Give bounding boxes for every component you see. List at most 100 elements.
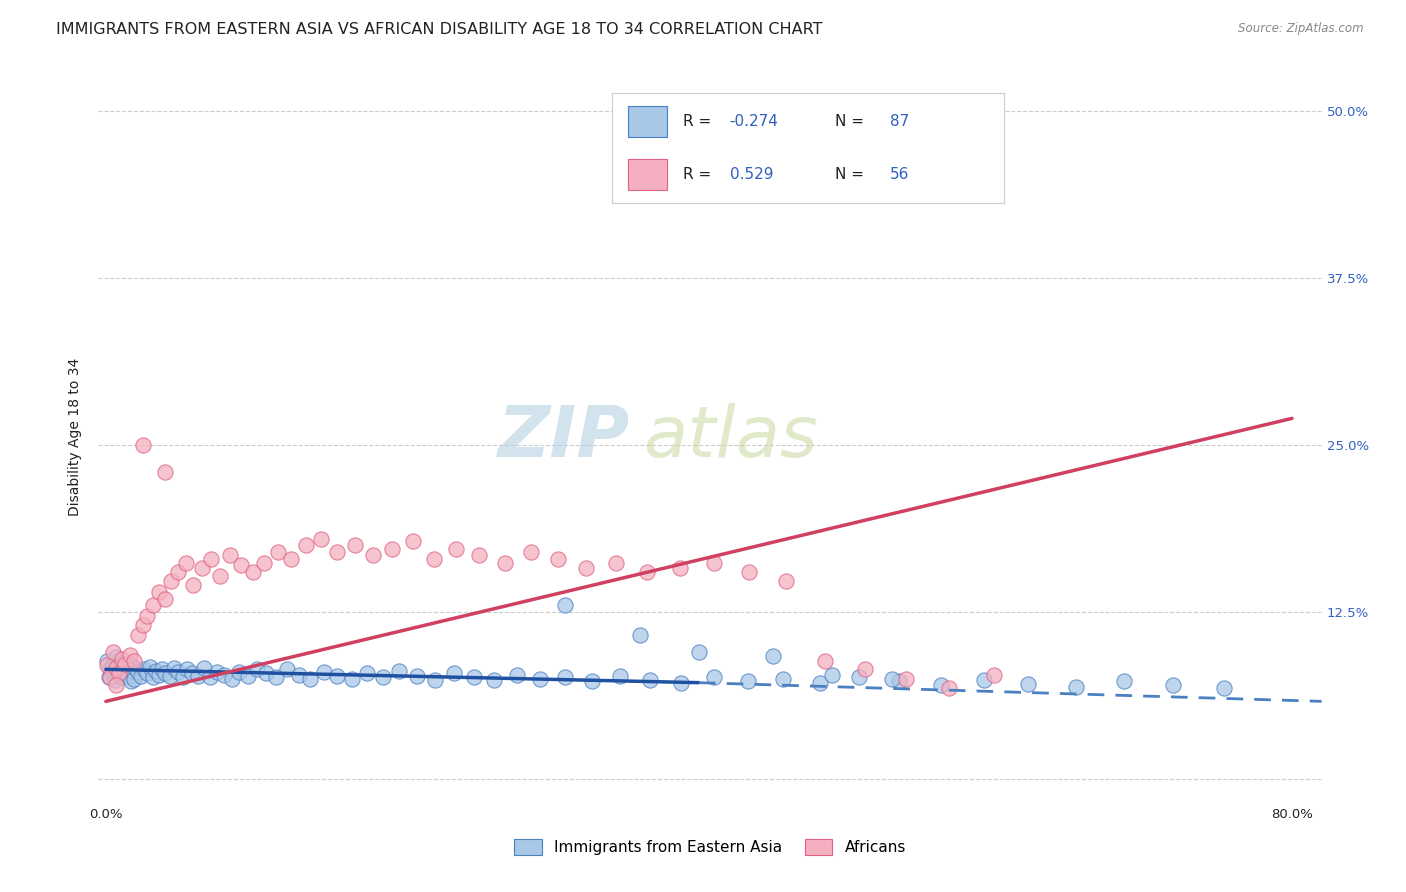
- Point: [127, 665, 149, 679]
- Point: [167, 665, 190, 679]
- Point: [326, 545, 349, 559]
- Point: [326, 669, 349, 683]
- Point: [276, 662, 298, 676]
- Point: [1017, 677, 1039, 691]
- Point: [896, 672, 918, 686]
- Point: [174, 556, 197, 570]
- Point: [111, 670, 134, 684]
- Point: [443, 666, 465, 681]
- Point: [361, 548, 384, 562]
- Point: [121, 664, 143, 678]
- Point: [547, 551, 569, 566]
- Point: [118, 648, 141, 662]
- Point: [1064, 680, 1087, 694]
- Point: [309, 532, 332, 546]
- Point: [145, 664, 167, 678]
- Point: [122, 654, 145, 668]
- Point: [267, 545, 290, 559]
- Point: [181, 578, 204, 592]
- Point: [115, 662, 138, 676]
- Point: [122, 672, 145, 686]
- Legend: Immigrants from Eastern Asia, Africans: Immigrants from Eastern Asia, Africans: [508, 833, 912, 861]
- Point: [103, 645, 125, 659]
- Point: [299, 672, 322, 686]
- Point: [983, 667, 1005, 681]
- Point: [973, 673, 995, 687]
- Point: [98, 670, 121, 684]
- Point: [136, 609, 159, 624]
- Text: ZIP: ZIP: [498, 402, 630, 472]
- Point: [880, 672, 903, 686]
- Point: [117, 669, 139, 683]
- Point: [139, 659, 162, 673]
- Point: [97, 670, 120, 684]
- Point: [242, 565, 264, 579]
- Point: [463, 670, 485, 684]
- Text: atlas: atlas: [643, 402, 817, 472]
- Point: [193, 661, 215, 675]
- Point: [688, 645, 710, 659]
- Point: [484, 673, 506, 687]
- Point: [609, 669, 631, 683]
- Point: [505, 667, 527, 681]
- Point: [356, 666, 378, 681]
- Point: [159, 669, 181, 683]
- Point: [494, 556, 516, 570]
- Point: [287, 667, 309, 681]
- Point: [887, 674, 910, 689]
- Point: [112, 659, 135, 673]
- Point: [638, 673, 661, 687]
- Point: [118, 657, 141, 671]
- Point: [219, 548, 242, 562]
- Point: [246, 662, 269, 676]
- Point: [105, 678, 128, 692]
- Point: [153, 591, 176, 606]
- Point: [444, 542, 467, 557]
- Text: IMMIGRANTS FROM EASTERN ASIA VS AFRICAN DISABILITY AGE 18 TO 34 CORRELATION CHAR: IMMIGRANTS FROM EASTERN ASIA VS AFRICAN …: [56, 22, 823, 37]
- Point: [229, 558, 252, 573]
- Point: [253, 556, 276, 570]
- Point: [221, 672, 243, 686]
- Point: [381, 542, 404, 557]
- Point: [153, 465, 176, 479]
- Point: [105, 650, 128, 665]
- Point: [581, 674, 603, 689]
- Point: [529, 672, 551, 686]
- Point: [127, 627, 149, 641]
- Point: [371, 670, 394, 684]
- Point: [775, 574, 797, 589]
- Point: [554, 599, 576, 613]
- Point: [772, 672, 794, 686]
- Point: [148, 667, 170, 681]
- Point: [406, 669, 429, 683]
- Point: [160, 574, 183, 589]
- Point: [132, 438, 155, 452]
- Point: [628, 627, 651, 641]
- Point: [388, 664, 411, 678]
- Point: [148, 585, 170, 599]
- Point: [96, 658, 118, 673]
- Point: [423, 673, 446, 687]
- Point: [343, 538, 366, 552]
- Point: [668, 561, 690, 575]
- Point: [1114, 674, 1136, 689]
- Point: [703, 670, 725, 684]
- Point: [111, 651, 134, 665]
- Point: [422, 551, 444, 566]
- Point: [200, 551, 222, 566]
- Point: [120, 674, 142, 689]
- Point: [238, 669, 260, 683]
- Point: [703, 556, 725, 570]
- Point: [108, 661, 131, 675]
- Point: [738, 565, 761, 579]
- Point: [198, 670, 221, 684]
- Point: [605, 556, 627, 570]
- Point: [1163, 678, 1185, 692]
- Point: [100, 666, 122, 681]
- Point: [214, 667, 236, 681]
- Point: [153, 666, 176, 681]
- Point: [938, 681, 960, 695]
- Point: [929, 678, 952, 692]
- Point: [163, 661, 186, 675]
- Point: [669, 675, 692, 690]
